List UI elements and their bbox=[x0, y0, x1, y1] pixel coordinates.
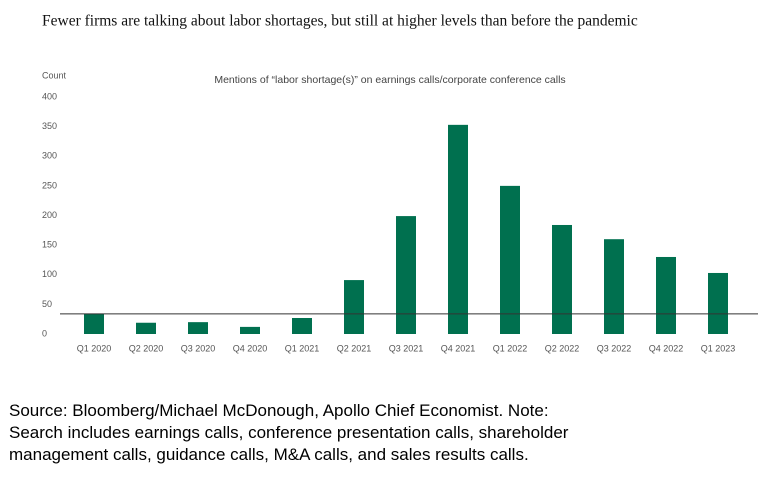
y-tick-label: 50 bbox=[42, 299, 52, 309]
y-tick-label: 200 bbox=[42, 210, 57, 220]
bar bbox=[552, 224, 572, 334]
x-tick-label: Q3 2021 bbox=[389, 343, 424, 353]
bar bbox=[136, 322, 156, 334]
source-line: Search includes earnings calls, conferen… bbox=[9, 423, 569, 442]
x-tick-label: Q2 2020 bbox=[129, 343, 164, 353]
y-tick-label: 0 bbox=[42, 328, 47, 338]
bar bbox=[188, 322, 208, 334]
x-tick-label: Q3 2020 bbox=[181, 343, 216, 353]
bar bbox=[656, 256, 676, 334]
y-tick-label: 150 bbox=[42, 240, 57, 250]
bar bbox=[344, 280, 364, 334]
y-tick-label: 100 bbox=[42, 269, 57, 279]
x-tick-label: Q4 2020 bbox=[233, 343, 268, 353]
bar bbox=[292, 318, 312, 334]
bar bbox=[604, 239, 624, 334]
x-tick-label: Q4 2021 bbox=[441, 343, 476, 353]
x-tick-label: Q1 2020 bbox=[77, 343, 112, 353]
source-line: Source: Bloomberg/Michael McDonough, Apo… bbox=[9, 401, 549, 420]
x-tick-label: Q2 2021 bbox=[337, 343, 372, 353]
y-axis-label: Count bbox=[42, 70, 67, 80]
x-tick-label: Q1 2023 bbox=[701, 343, 736, 353]
x-tick-label: Q1 2021 bbox=[285, 343, 320, 353]
bar bbox=[240, 326, 260, 334]
source-line: management calls, guidance calls, M&A ca… bbox=[9, 445, 529, 464]
x-tick-label: Q1 2022 bbox=[493, 343, 528, 353]
x-tick-label: Q3 2022 bbox=[597, 343, 632, 353]
bar bbox=[708, 272, 728, 334]
source-note: Source: Bloomberg/Michael McDonough, Apo… bbox=[9, 400, 779, 466]
bar bbox=[396, 216, 416, 334]
x-tick-label: Q2 2022 bbox=[545, 343, 580, 353]
chart-subtitle: Mentions of “labor shortage(s)” on earni… bbox=[214, 74, 565, 86]
bar bbox=[448, 124, 468, 334]
chart-title: Fewer firms are talking about labor shor… bbox=[42, 13, 638, 30]
y-tick-label: 400 bbox=[42, 91, 57, 101]
y-tick-label: 350 bbox=[42, 121, 57, 131]
bar bbox=[500, 185, 520, 334]
y-tick-label: 300 bbox=[42, 151, 57, 161]
chart: Fewer firms are talking about labor shor… bbox=[42, 13, 758, 353]
bar bbox=[84, 313, 104, 334]
y-tick-label: 250 bbox=[42, 180, 57, 190]
x-tick-label: Q4 2022 bbox=[649, 343, 684, 353]
